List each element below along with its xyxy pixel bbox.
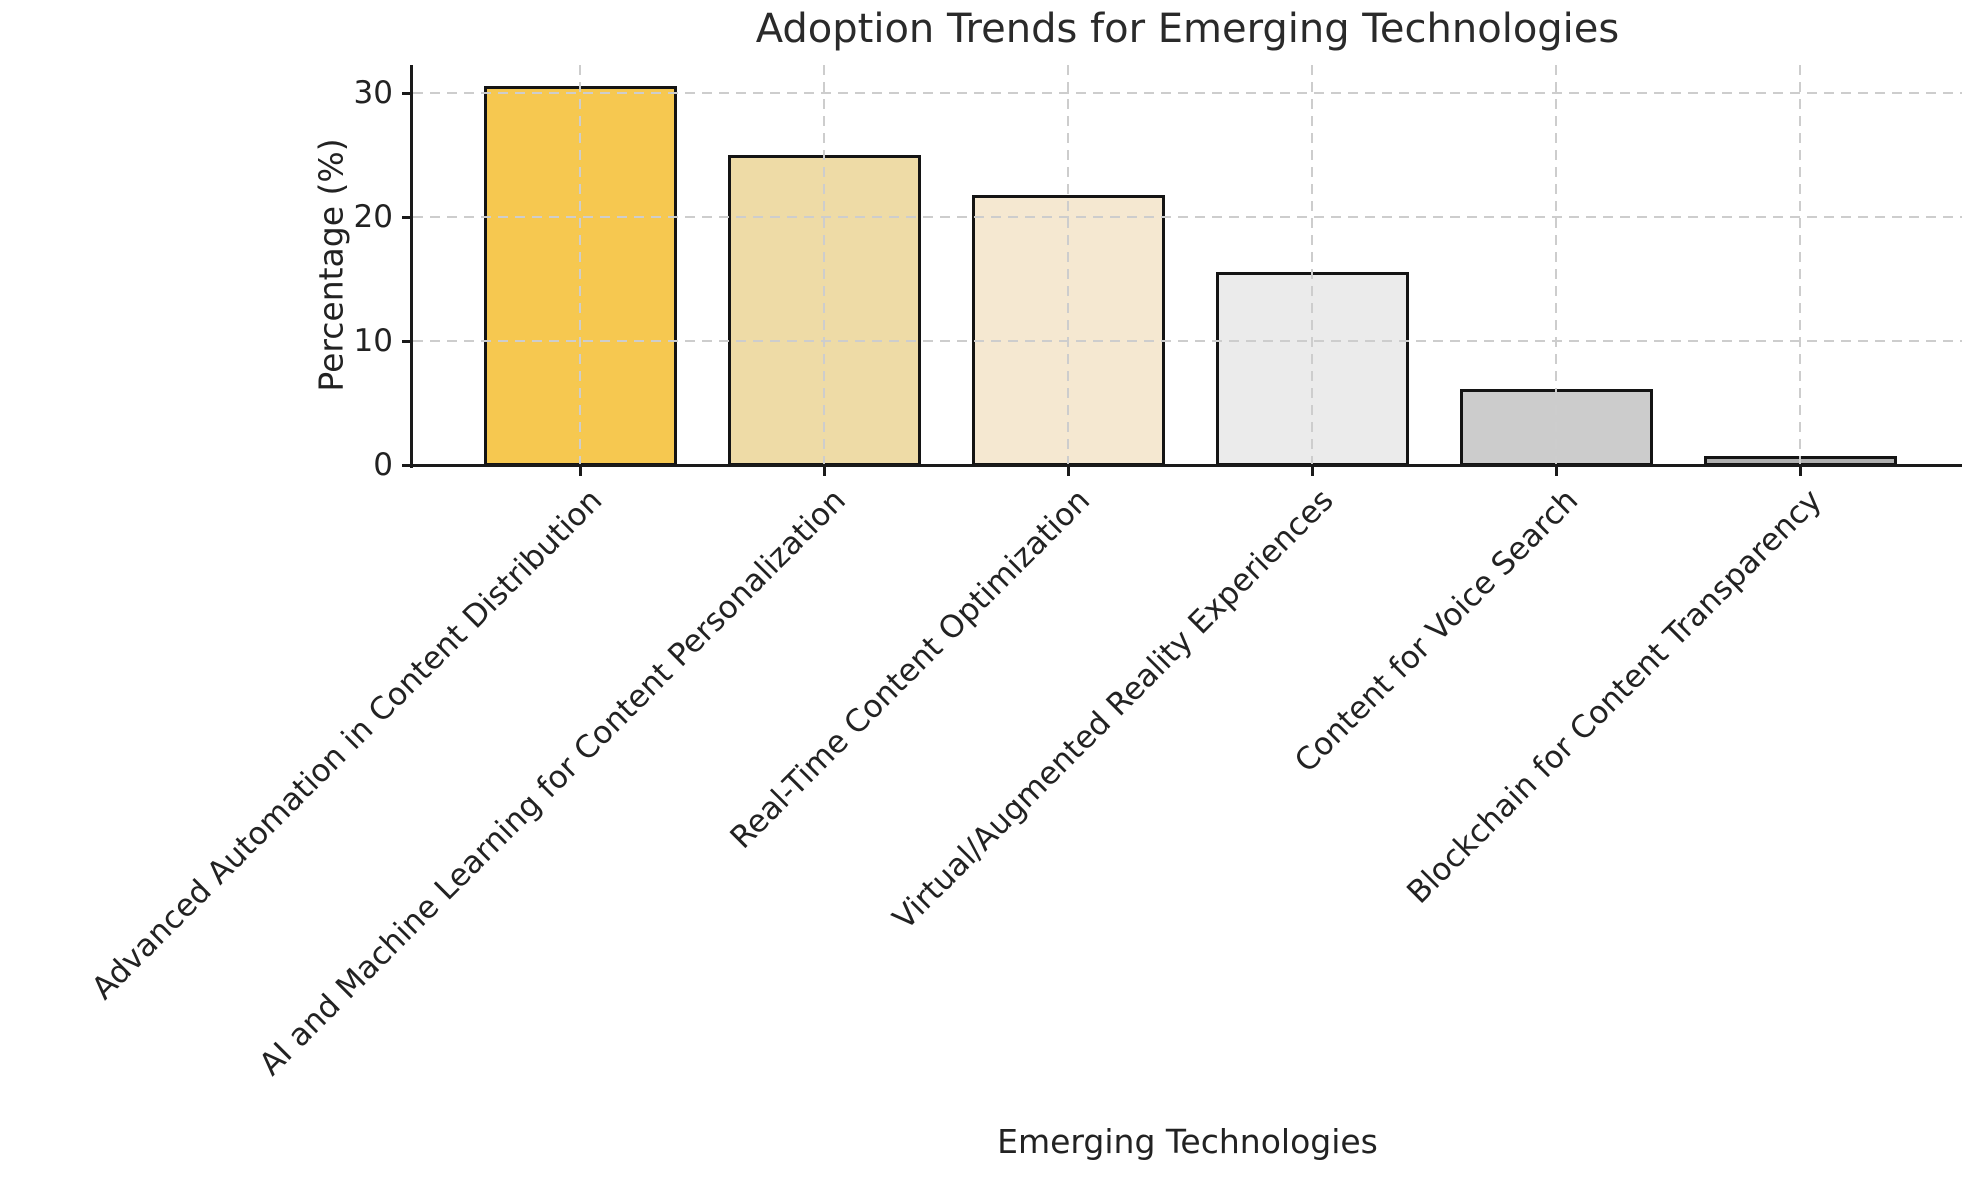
y-tick — [402, 215, 411, 219]
gridline-v — [1555, 65, 1557, 465]
y-tick — [402, 463, 411, 467]
x-tick — [1798, 467, 1802, 476]
x-category-label: Virtual/Augmented Reality Experiences — [886, 482, 1341, 937]
x-tick — [1066, 467, 1070, 476]
gridline-h — [413, 216, 1962, 219]
y-axis-label: Percentage (%) — [311, 138, 351, 392]
x-category-label: Blockchain for Content Transparency — [1400, 482, 1829, 911]
gridline-v — [1067, 65, 1069, 465]
x-axis-spine — [410, 464, 1962, 467]
y-tick-label: 10 — [353, 323, 393, 360]
y-tick-label: 0 — [373, 447, 393, 483]
gridline-h — [413, 340, 1962, 343]
x-tick — [822, 467, 826, 476]
y-tick-label: 30 — [353, 75, 393, 112]
chart-title: Adoption Trends for Emerging Technologie… — [755, 6, 1620, 52]
x-category-label: AI and Machine Learning for Content Pers… — [252, 482, 853, 1083]
y-tick — [402, 339, 411, 343]
x-category-label: Advanced Automation in Content Distribut… — [84, 482, 609, 1007]
gridline-h — [413, 92, 1962, 95]
x-category-label: Content for Voice Search — [1287, 482, 1585, 780]
y-tick — [402, 91, 411, 95]
x-tick — [1554, 467, 1558, 476]
y-tick-label: 20 — [353, 199, 393, 236]
x-axis-label: Emerging Technologies — [997, 1122, 1378, 1161]
gridline-v — [823, 65, 825, 465]
x-tick — [1310, 467, 1314, 476]
x-tick — [578, 467, 582, 476]
gridline-v — [579, 65, 581, 465]
gridline-v — [1799, 65, 1801, 465]
gridline-v — [1311, 65, 1313, 465]
y-axis-spine — [410, 65, 413, 468]
